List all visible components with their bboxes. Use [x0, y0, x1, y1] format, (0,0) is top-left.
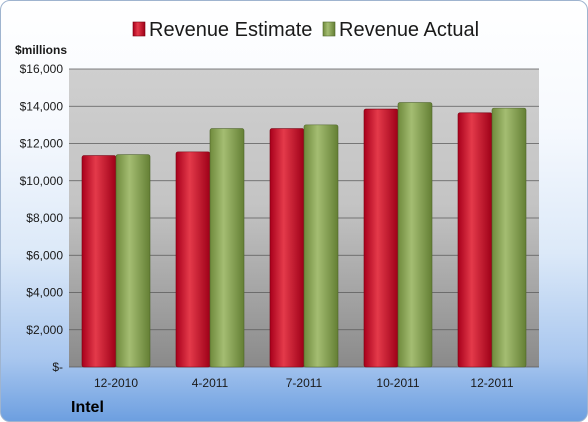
company-label: Intel: [71, 399, 104, 416]
x-tick-label: 4-2011: [192, 376, 229, 390]
y-unit-label: $millions: [15, 43, 67, 57]
legend: Revenue Estimate Revenue Actual: [132, 19, 479, 41]
bar-revenue-estimate-12-2010: [81, 155, 117, 368]
bar-revenue-estimate-4-2011: [175, 151, 211, 368]
legend-label: Revenue Actual: [339, 19, 479, 41]
y-tick-label: $6,000: [26, 248, 63, 262]
x-tick-label: 7-2011: [286, 376, 323, 390]
bar-revenue-estimate-7-2011: [269, 128, 305, 368]
y-tick-label: $-: [52, 360, 63, 374]
bar-revenue-actual-12-2011: [491, 107, 527, 368]
y-tick-label: $14,000: [20, 99, 64, 113]
legend-label: Revenue Estimate: [149, 19, 312, 41]
y-tick-label: $2,000: [26, 323, 63, 337]
legend-swatch: [132, 21, 146, 37]
y-tick-label: $10,000: [20, 174, 64, 188]
y-tick-label: $8,000: [26, 211, 63, 225]
y-tick-label: $16,000: [20, 62, 64, 76]
x-tick-labels: 12-2010 4-2011 7-2011 10-2011 12-2011: [94, 376, 514, 390]
bar-revenue-actual-4-2011: [209, 128, 245, 368]
x-tick-label: 12-2010: [94, 376, 138, 390]
x-tick-label: 10-2011: [376, 376, 419, 390]
bar-revenue-actual-10-2011: [397, 102, 433, 368]
bar-revenue-estimate-12-2011: [457, 112, 493, 368]
y-tick-label: $12,000: [20, 137, 64, 151]
legend-swatch: [322, 21, 336, 37]
bar-revenue-actual-12-2010: [115, 154, 151, 368]
y-tick-labels: $- $2,000 $4,000 $6,000 $8,000 $10,000 $12,000…: [20, 62, 64, 374]
bars: [81, 102, 527, 368]
x-tick-label: 12-2011: [470, 376, 513, 390]
bar-revenue-actual-7-2011: [303, 124, 339, 368]
y-tick-label: $4,000: [26, 286, 63, 300]
bar-revenue-estimate-10-2011: [363, 108, 399, 368]
